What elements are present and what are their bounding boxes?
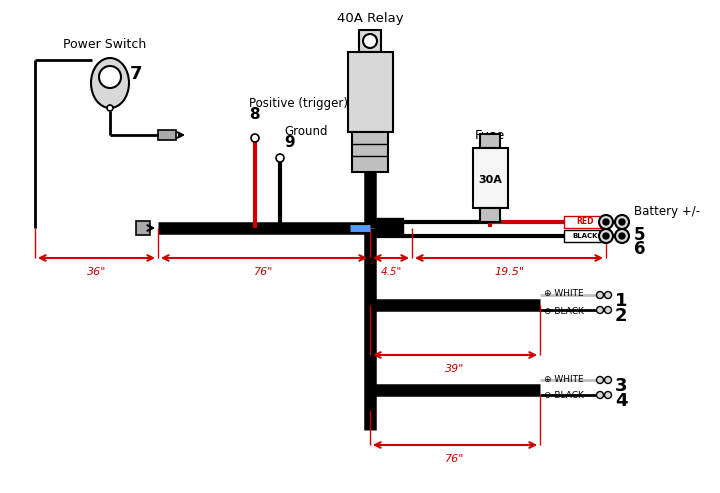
Circle shape bbox=[99, 66, 121, 88]
Text: Ground: Ground bbox=[284, 125, 328, 138]
Text: ⊕ WHITE: ⊕ WHITE bbox=[544, 289, 584, 298]
Circle shape bbox=[603, 219, 609, 225]
Circle shape bbox=[605, 291, 611, 298]
Text: 36": 36" bbox=[87, 267, 106, 277]
Text: 6: 6 bbox=[634, 240, 646, 258]
Text: 9: 9 bbox=[284, 135, 294, 150]
Bar bbox=[564, 230, 606, 242]
Bar bbox=[480, 208, 500, 222]
Circle shape bbox=[596, 291, 603, 298]
Text: Positive (trigger): Positive (trigger) bbox=[249, 97, 348, 110]
Text: 40A Relay: 40A Relay bbox=[337, 12, 403, 25]
Circle shape bbox=[596, 391, 603, 398]
Text: 4.5": 4.5" bbox=[380, 267, 402, 277]
Circle shape bbox=[619, 233, 625, 239]
Circle shape bbox=[615, 229, 629, 243]
Text: ⊖ BLACK: ⊖ BLACK bbox=[544, 391, 584, 400]
Circle shape bbox=[619, 219, 625, 225]
Text: RED: RED bbox=[576, 217, 594, 226]
Text: 2: 2 bbox=[615, 307, 628, 325]
Bar bbox=[564, 216, 606, 228]
Bar bbox=[359, 30, 381, 52]
Text: ⊕ WHITE: ⊕ WHITE bbox=[544, 375, 584, 384]
Bar bbox=[473, 148, 508, 208]
Text: Power Switch: Power Switch bbox=[63, 38, 147, 51]
Circle shape bbox=[276, 154, 284, 162]
Text: 5: 5 bbox=[634, 226, 646, 244]
Text: 8: 8 bbox=[249, 107, 260, 122]
Circle shape bbox=[605, 391, 611, 398]
Text: 4: 4 bbox=[615, 392, 628, 410]
Circle shape bbox=[599, 215, 613, 229]
Bar bbox=[348, 52, 393, 132]
Circle shape bbox=[596, 307, 603, 314]
Text: 19.5": 19.5" bbox=[494, 267, 524, 277]
Circle shape bbox=[605, 377, 611, 384]
Text: 1: 1 bbox=[615, 292, 628, 310]
Text: 3: 3 bbox=[615, 377, 628, 395]
Circle shape bbox=[596, 377, 603, 384]
Bar bbox=[352, 132, 388, 172]
Text: ⊖ BLACK: ⊖ BLACK bbox=[544, 307, 584, 316]
Circle shape bbox=[603, 233, 609, 239]
Text: 7: 7 bbox=[130, 65, 143, 83]
Bar bbox=[136, 221, 150, 235]
Text: Battery +/-: Battery +/- bbox=[634, 205, 700, 218]
Circle shape bbox=[251, 134, 259, 142]
Bar bbox=[375, 218, 403, 235]
Circle shape bbox=[363, 34, 377, 48]
Text: 30A: 30A bbox=[478, 175, 502, 185]
Ellipse shape bbox=[91, 58, 129, 108]
Circle shape bbox=[599, 229, 613, 243]
Circle shape bbox=[615, 215, 629, 229]
Text: 76": 76" bbox=[445, 454, 464, 464]
Bar bbox=[158, 130, 176, 140]
Text: Fuse: Fuse bbox=[474, 129, 505, 142]
Text: 76": 76" bbox=[254, 267, 274, 277]
Circle shape bbox=[107, 105, 113, 111]
Text: 39": 39" bbox=[445, 364, 464, 374]
Bar bbox=[480, 134, 500, 148]
Text: BLACK: BLACK bbox=[572, 233, 598, 239]
Circle shape bbox=[605, 307, 611, 314]
